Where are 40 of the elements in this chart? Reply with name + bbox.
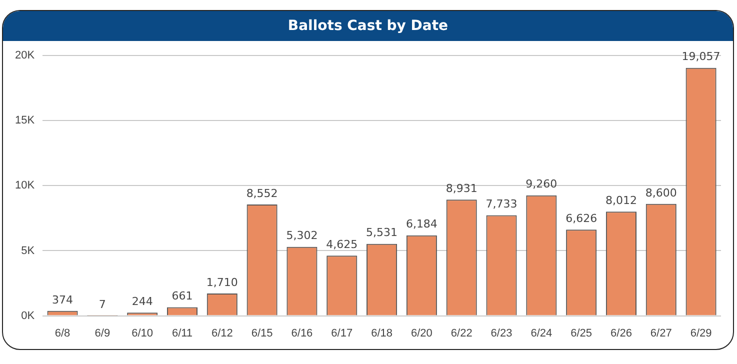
y-tick-label: 10K	[14, 180, 36, 192]
y-tick-label: 15K	[14, 114, 36, 127]
y-tick-label: 0K	[21, 310, 36, 322]
data-label: 8,931	[446, 182, 478, 195]
data-label: 7	[98, 298, 106, 312]
data-label: 7,733	[486, 198, 518, 211]
x-tick-label: 6/26	[610, 327, 632, 340]
data-label: 6,626	[566, 212, 598, 225]
data-label: 8,600	[645, 186, 677, 200]
data-label: 4,625	[326, 238, 358, 251]
data-label: 244	[132, 294, 153, 308]
data-label: 374	[52, 293, 74, 306]
x-tick-label: 6/17	[331, 327, 353, 340]
x-tick-label: 6/22	[450, 327, 472, 340]
x-tick-label: 6/11	[172, 327, 193, 340]
y-tick-label: 5K	[21, 244, 36, 257]
x-tick-label: 6/10	[132, 327, 154, 340]
x-tick-label: 6/15	[251, 327, 273, 340]
data-label: 6,184	[406, 218, 438, 231]
x-tick-label: 6/29	[690, 327, 712, 340]
data-label: 661	[172, 290, 193, 303]
data-label: 8,552	[246, 186, 278, 200]
x-tick-label: 6/18	[371, 327, 392, 340]
data-label: 5,302	[286, 229, 318, 242]
x-tick-label: 6/9	[94, 327, 110, 340]
x-tick-label: 6/27	[650, 327, 672, 340]
x-tick-label: 6/23	[490, 327, 512, 340]
x-tick-label: 6/25	[570, 327, 592, 340]
x-tick-label: 6/8	[54, 327, 70, 340]
data-label: 1,710	[206, 276, 238, 289]
x-tick-label: 6/16	[291, 327, 313, 340]
data-label: 5,531	[366, 226, 398, 240]
y-tick-label: 20K	[14, 50, 36, 62]
chart-title: Ballots Cast by Date	[3, 11, 733, 41]
data-label: 19,057	[682, 50, 720, 64]
data-label: 9,260	[526, 178, 558, 191]
x-tick-label: 6/20	[410, 327, 432, 340]
x-tick-label: 6/24	[530, 327, 552, 340]
data-label: 8,012	[605, 194, 637, 207]
x-tick-label: 6/12	[211, 327, 233, 340]
